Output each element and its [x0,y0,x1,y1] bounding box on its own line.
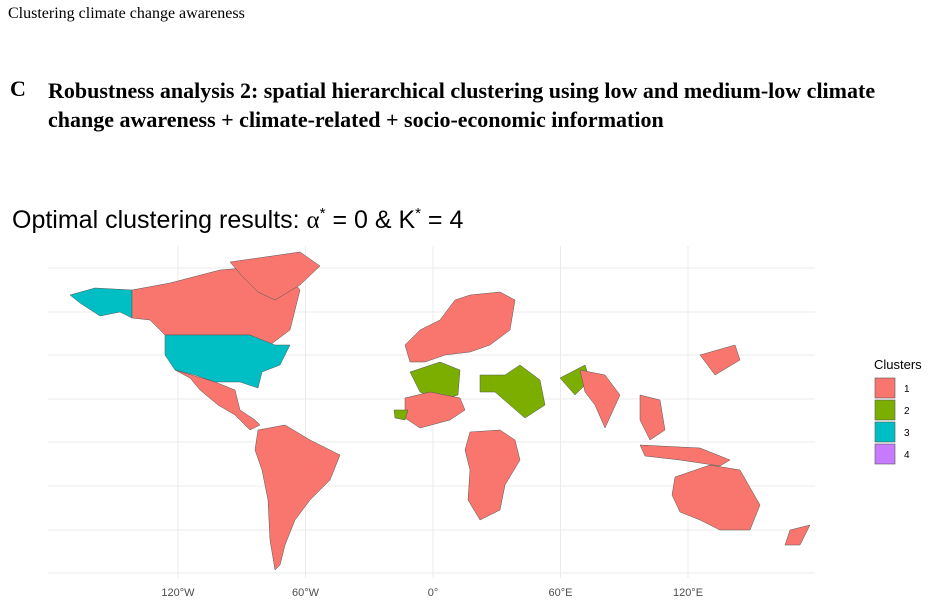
title-part: * [320,205,326,222]
plot-title: Optimal clustering results: α* = 0 & K* … [12,205,463,234]
x-tick-label: 120°E [673,587,703,599]
panel-heading: Robustness analysis 2: spatial hierarchi… [48,76,875,134]
x-tick-label: 120°W [161,587,195,599]
country [639,394,666,441]
legend-key [874,377,896,399]
heading-line: Robustness analysis 2: spatial hierarchi… [48,78,876,103]
x-tick-label: 60°W [292,587,320,599]
country [699,344,741,376]
country [404,291,516,363]
country [784,524,811,546]
header-title: Clustering climate change awareness [8,5,245,22]
heading-line: change awareness + climate-related + soc… [48,107,664,132]
country [479,364,546,419]
title-part: = 4 [421,206,463,234]
country [174,369,261,431]
country [409,361,461,401]
country [671,464,761,531]
x-tick-label: 0° [428,587,439,599]
legend-label: 2 [904,406,910,417]
country [254,424,341,571]
title-part: * [415,205,421,222]
country [229,251,321,301]
title-part: α [307,207,320,234]
legend-label: 1 [904,384,910,395]
legend-key [874,399,896,421]
country [464,429,521,521]
legend-label: 4 [904,450,910,461]
country [393,409,409,421]
legend-key [874,421,896,443]
country [404,391,466,429]
legend: 1 2 3 4 [874,377,910,465]
countries [69,251,811,571]
panel-label: C [10,76,26,101]
title-part: = 0 & K [326,206,416,234]
legend-title: Clusters [874,357,922,372]
legend-key [874,443,896,465]
country [639,444,731,467]
country [579,369,621,429]
legend-label: 3 [904,428,910,439]
x-tick-label: 60°E [549,587,573,599]
country [69,287,133,319]
title-part: Optimal clustering results: [12,206,307,234]
